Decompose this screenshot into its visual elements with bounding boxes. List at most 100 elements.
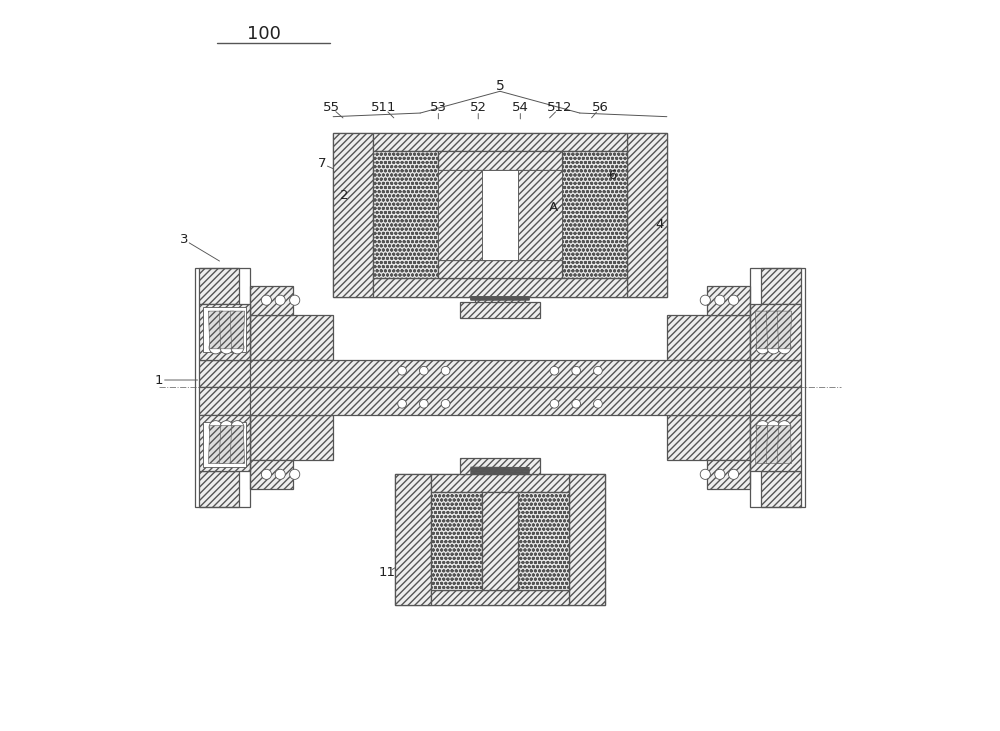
Polygon shape xyxy=(761,268,801,304)
Polygon shape xyxy=(761,471,801,507)
Bar xyxy=(562,151,627,279)
Polygon shape xyxy=(250,414,333,460)
Bar xyxy=(518,170,562,260)
Bar xyxy=(518,493,569,591)
Bar xyxy=(627,133,667,297)
Circle shape xyxy=(729,469,739,480)
Circle shape xyxy=(441,399,450,408)
Polygon shape xyxy=(766,425,781,463)
Circle shape xyxy=(419,366,428,375)
Bar xyxy=(373,133,627,151)
Bar xyxy=(431,474,569,493)
Bar xyxy=(569,474,605,605)
Circle shape xyxy=(756,341,769,354)
Polygon shape xyxy=(777,311,792,349)
Polygon shape xyxy=(208,425,223,463)
Circle shape xyxy=(275,469,285,480)
Bar xyxy=(482,170,518,260)
Bar xyxy=(195,268,250,507)
Bar xyxy=(199,387,801,414)
Bar xyxy=(373,151,438,279)
Polygon shape xyxy=(250,315,333,360)
Circle shape xyxy=(767,341,780,354)
Polygon shape xyxy=(219,311,234,349)
Text: 53: 53 xyxy=(430,102,447,115)
Bar xyxy=(438,170,482,260)
Bar xyxy=(460,458,540,474)
Circle shape xyxy=(209,420,222,433)
Circle shape xyxy=(398,399,406,408)
Bar xyxy=(438,260,562,279)
Polygon shape xyxy=(208,311,223,349)
Polygon shape xyxy=(755,311,770,349)
Circle shape xyxy=(778,341,791,354)
Circle shape xyxy=(715,469,725,480)
Bar xyxy=(438,151,562,170)
Circle shape xyxy=(729,295,739,306)
Polygon shape xyxy=(203,422,246,467)
Text: 511: 511 xyxy=(371,102,397,115)
Circle shape xyxy=(550,399,559,408)
Text: 1: 1 xyxy=(155,374,163,387)
Circle shape xyxy=(220,420,233,433)
Polygon shape xyxy=(707,286,750,315)
Bar xyxy=(395,474,605,605)
Polygon shape xyxy=(199,268,239,304)
Bar xyxy=(475,297,525,315)
Circle shape xyxy=(275,295,285,306)
Text: 100: 100 xyxy=(247,25,281,43)
Text: 6: 6 xyxy=(608,169,617,182)
Circle shape xyxy=(261,469,271,480)
Circle shape xyxy=(700,295,710,306)
Polygon shape xyxy=(230,425,245,463)
Circle shape xyxy=(550,366,559,375)
Text: 4: 4 xyxy=(655,218,664,230)
Polygon shape xyxy=(777,425,792,463)
Circle shape xyxy=(220,341,233,354)
Bar xyxy=(460,303,540,318)
Bar xyxy=(750,414,801,471)
Bar xyxy=(199,414,250,471)
Text: A: A xyxy=(548,201,558,214)
Bar xyxy=(333,133,373,297)
Text: 512: 512 xyxy=(547,102,572,115)
Circle shape xyxy=(700,469,710,480)
Bar xyxy=(750,304,801,360)
Circle shape xyxy=(767,420,780,433)
Polygon shape xyxy=(199,471,239,507)
Text: 55: 55 xyxy=(323,102,340,115)
Circle shape xyxy=(290,295,300,306)
Circle shape xyxy=(419,399,428,408)
Bar xyxy=(475,460,525,474)
Polygon shape xyxy=(755,425,770,463)
Text: 3: 3 xyxy=(180,233,189,246)
Polygon shape xyxy=(203,308,246,352)
Bar xyxy=(333,133,667,297)
Polygon shape xyxy=(250,286,293,315)
Polygon shape xyxy=(250,460,293,489)
Polygon shape xyxy=(766,311,781,349)
Text: 54: 54 xyxy=(512,102,529,115)
Bar xyxy=(373,279,627,297)
Circle shape xyxy=(231,420,244,433)
Text: 2: 2 xyxy=(340,189,348,202)
Polygon shape xyxy=(219,425,234,463)
Bar xyxy=(199,304,250,360)
Bar xyxy=(199,360,801,387)
Text: 11: 11 xyxy=(379,566,396,579)
Circle shape xyxy=(441,366,450,375)
Text: 7: 7 xyxy=(318,157,327,170)
Bar xyxy=(482,493,518,591)
Circle shape xyxy=(290,469,300,480)
Circle shape xyxy=(715,295,725,306)
Polygon shape xyxy=(230,311,245,349)
Polygon shape xyxy=(667,414,750,460)
Circle shape xyxy=(261,295,271,306)
Text: 56: 56 xyxy=(592,102,609,115)
Circle shape xyxy=(594,399,602,408)
Polygon shape xyxy=(667,315,750,360)
Circle shape xyxy=(594,366,602,375)
Bar xyxy=(395,474,431,605)
Text: 52: 52 xyxy=(470,102,487,115)
Circle shape xyxy=(209,341,222,354)
